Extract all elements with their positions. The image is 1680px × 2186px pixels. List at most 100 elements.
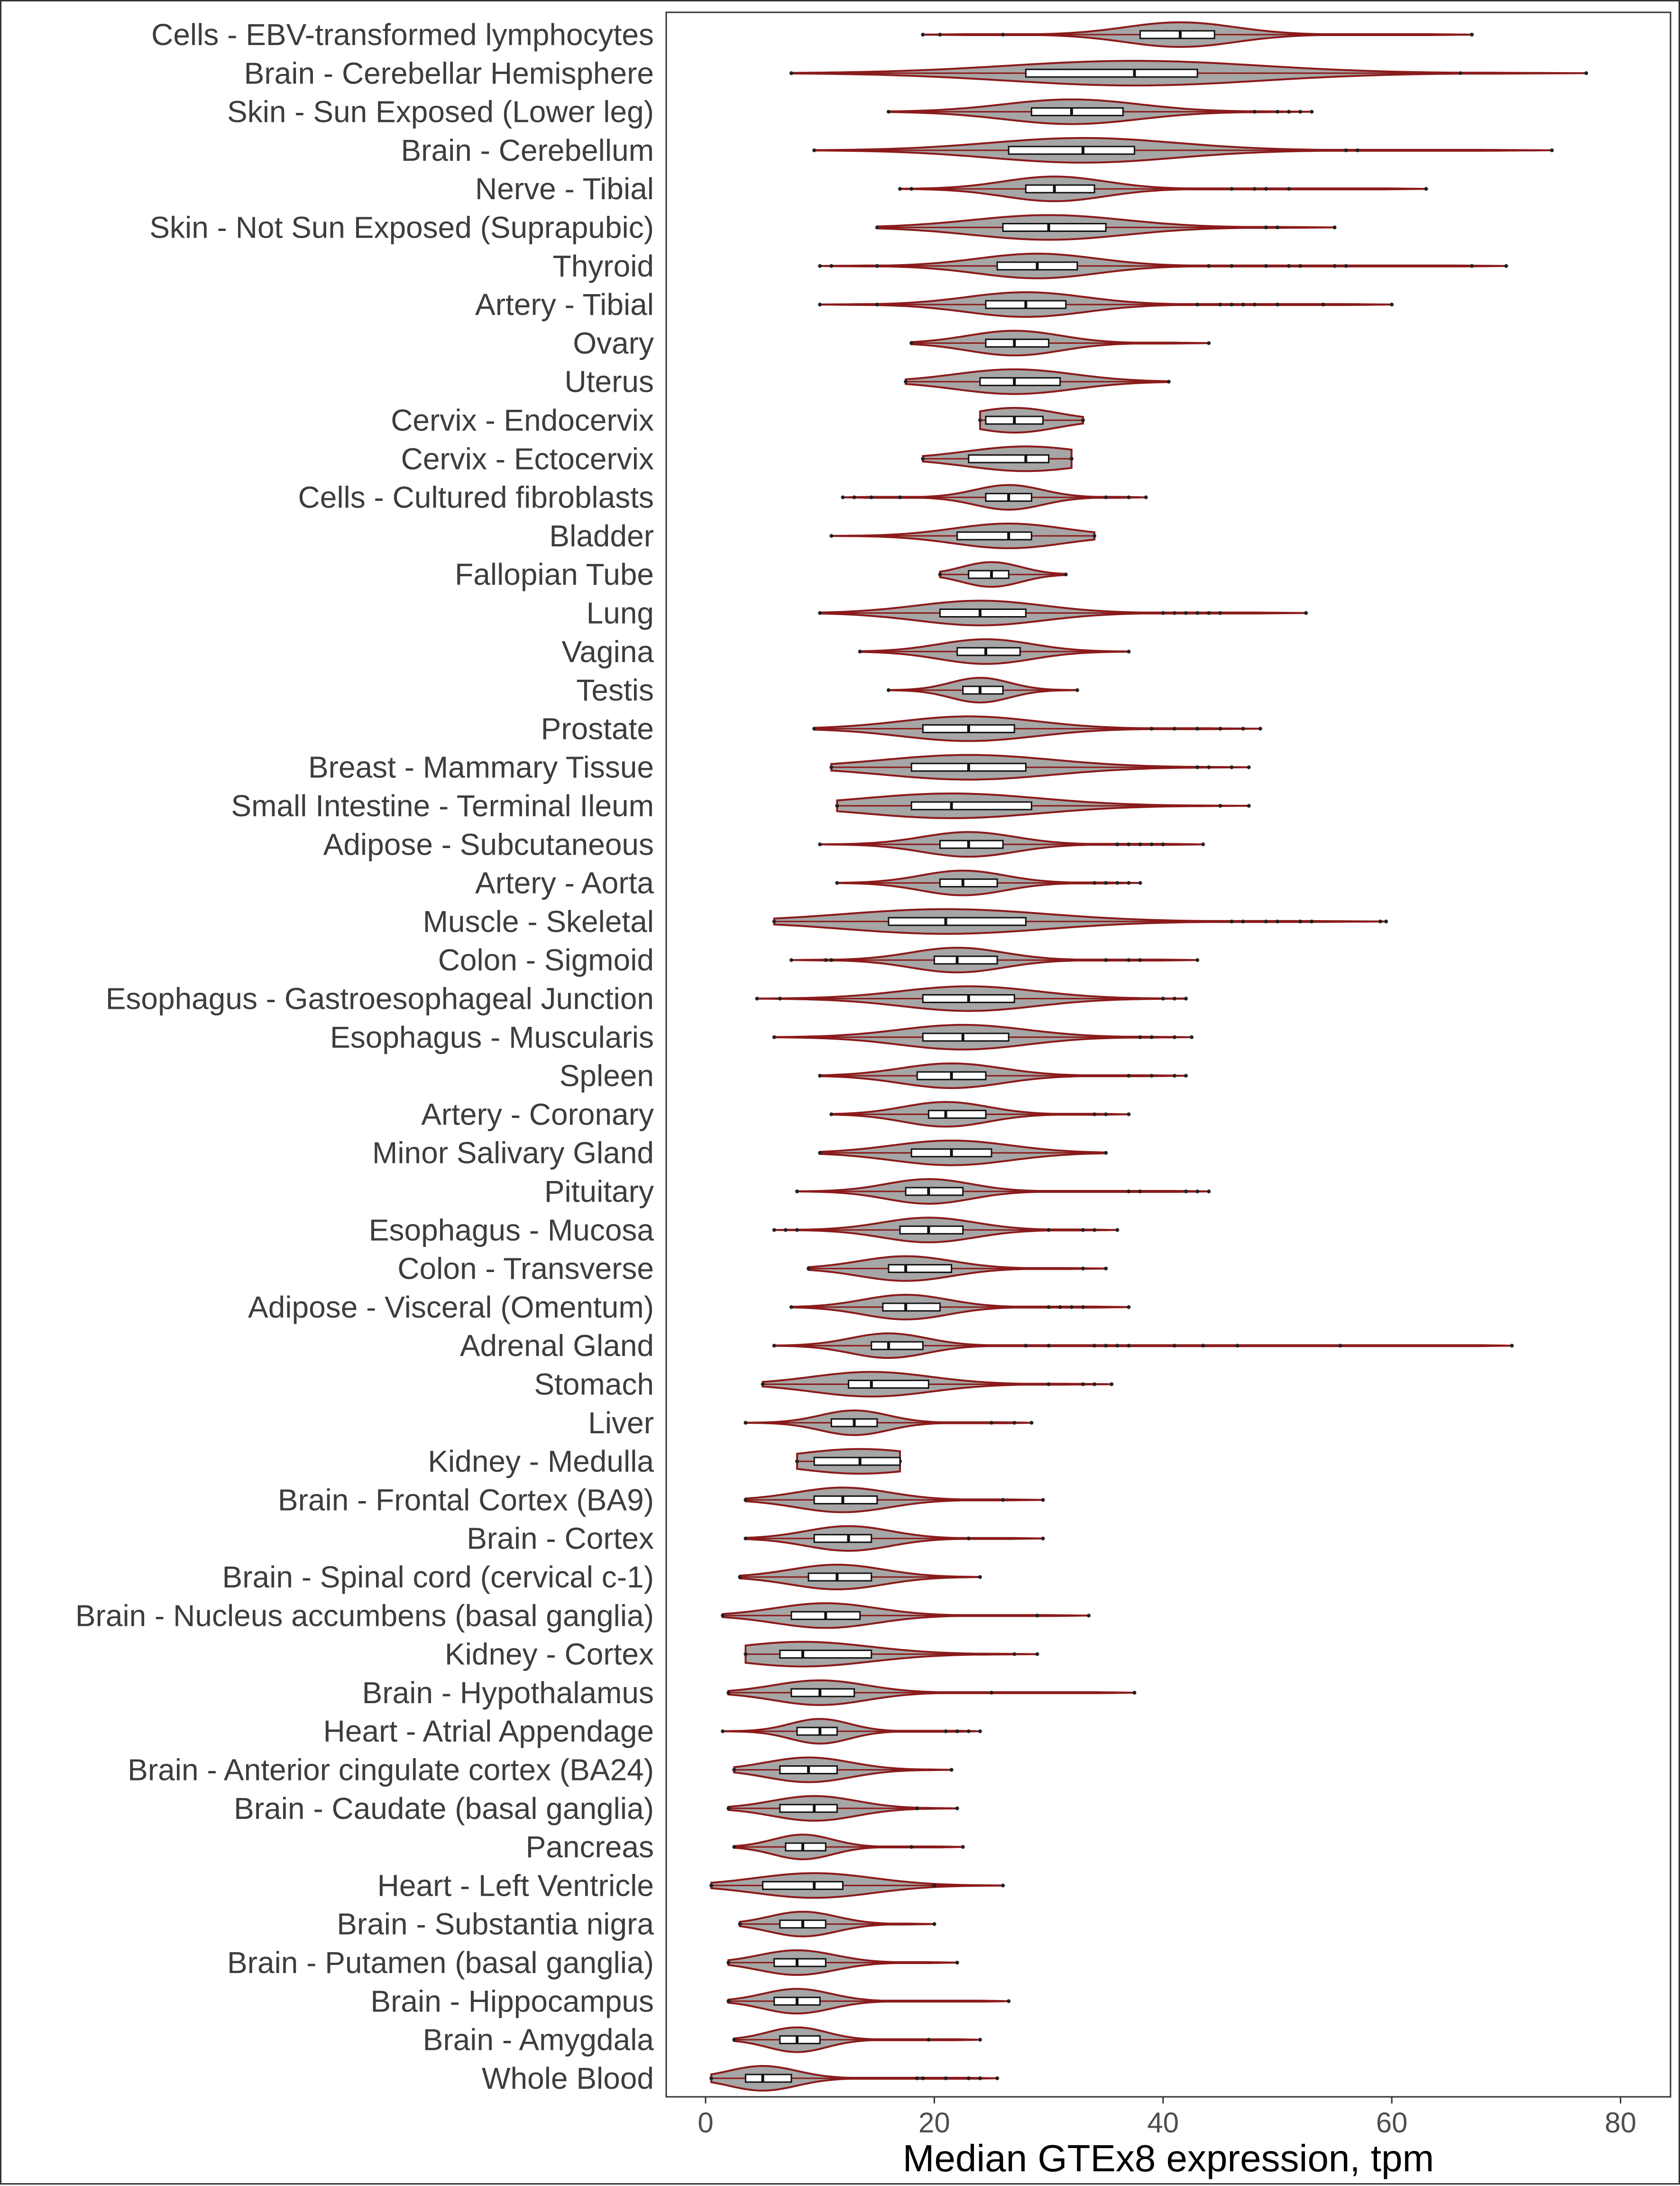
outlier-point (1081, 1382, 1085, 1386)
tissue-label: Brain - Caudate (basal ganglia) (234, 1791, 654, 1826)
outlier-point (1195, 611, 1200, 615)
violin-group (709, 1872, 1005, 1899)
iqr-box (773, 1958, 826, 1967)
max-point (1132, 1690, 1137, 1695)
max-point (1035, 1652, 1039, 1656)
outlier-point (1218, 303, 1222, 307)
max-point (1304, 611, 1308, 615)
violin-group (744, 1641, 1039, 1668)
iqr-box (922, 1033, 1010, 1042)
violin-group (818, 600, 1308, 627)
min-point (732, 2038, 736, 2042)
outlier-point (1092, 1112, 1097, 1116)
outlier-point (1241, 919, 1245, 923)
max-point (961, 1845, 965, 1849)
outlier-point (966, 1729, 971, 1734)
outlier-point (1355, 148, 1359, 152)
violin-group (898, 175, 1428, 203)
outlier-point (1047, 1305, 1051, 1309)
iqr-box (1030, 107, 1124, 117)
violin-group (772, 1024, 1194, 1051)
iqr-box (979, 377, 1061, 387)
tissue-label: Adrenal Gland (460, 1328, 654, 1363)
x-axis: 0 20 40 60 80 (698, 2097, 1636, 2139)
iqr-box (785, 1842, 826, 1852)
iqr-box (927, 1109, 987, 1119)
min-point (904, 379, 908, 384)
violin-group (726, 1949, 959, 1976)
tissue-label: Prostate (541, 711, 654, 746)
max-point (1310, 110, 1314, 114)
min-point (772, 919, 776, 923)
tissue-label: Cells - EBV-transformed lymphocytes (151, 18, 654, 52)
outlier-point (1230, 919, 1234, 923)
tissue-label: Artery - Coronary (421, 1097, 654, 1131)
outlier-point (1184, 1190, 1188, 1193)
min-point (732, 1845, 736, 1849)
outlier-point (829, 958, 834, 962)
outlier-point (1092, 1228, 1097, 1232)
iqr-box (744, 2074, 792, 2083)
max-point (1007, 1999, 1011, 2003)
outlier-point (909, 1845, 914, 1849)
tissue-label: Thyroid (553, 249, 654, 283)
min-point (789, 1305, 793, 1309)
outlier-point (1298, 110, 1303, 114)
violin-group (726, 1795, 959, 1822)
max-point (1470, 33, 1474, 37)
max-point (1110, 1382, 1114, 1386)
outlier-point (1321, 303, 1325, 307)
min-point (829, 1112, 834, 1116)
outlier-point (1104, 958, 1108, 962)
min-point (709, 2076, 714, 2080)
outlier-point (1218, 804, 1222, 808)
max-point (1127, 1305, 1131, 1309)
iqr-box (808, 1572, 872, 1582)
tissue-label: Uterus (565, 365, 654, 399)
min-point (726, 1690, 731, 1695)
violin-group (818, 252, 1508, 279)
tissue-label: Bladder (549, 519, 654, 553)
tissue-label: Kidney - Medulla (428, 1444, 654, 1478)
violin-group (978, 407, 1085, 434)
iqr-box (796, 1726, 838, 1736)
min-point (978, 418, 982, 422)
min-point (835, 804, 839, 808)
outlier-point (1172, 1074, 1176, 1078)
min-point (721, 1614, 725, 1618)
max-point (1029, 1420, 1034, 1425)
outlier-point (1127, 881, 1131, 885)
outlier-point (1287, 264, 1291, 268)
outlier-point (1264, 264, 1268, 268)
tissue-label: Brain - Amygdala (423, 2023, 654, 2057)
outlier-point (1338, 1344, 1342, 1348)
outlier-point (1172, 611, 1176, 615)
outlier-point (1264, 225, 1268, 230)
violin-group (818, 291, 1394, 318)
min-point (807, 1266, 811, 1271)
outlier-point (1127, 1190, 1131, 1193)
min-point (818, 303, 822, 307)
outlier-point (1184, 611, 1188, 615)
min-point (818, 842, 822, 847)
outlier-point (1081, 1266, 1085, 1271)
outlier-point (1298, 919, 1303, 923)
iqr-box (813, 1534, 872, 1543)
tissue-label: Ovary (573, 326, 654, 360)
tissue-label: Heart - Atrial Appendage (323, 1714, 654, 1748)
outlier-point (909, 187, 914, 191)
outlier-point (1127, 842, 1131, 847)
min-point (732, 1768, 736, 1772)
outlier-point (1195, 303, 1200, 307)
outlier-point (1195, 1190, 1200, 1193)
violin-group (789, 947, 1200, 974)
iqr-box (888, 917, 1027, 926)
outlier-point (915, 2076, 919, 2080)
violin-group (875, 214, 1337, 241)
outlier-point (1024, 1344, 1028, 1348)
outlier-point (1252, 110, 1257, 114)
violin-group (909, 330, 1211, 357)
iqr-box (888, 1264, 953, 1273)
max-point (949, 1768, 954, 1772)
outlier-point (966, 2076, 971, 2080)
